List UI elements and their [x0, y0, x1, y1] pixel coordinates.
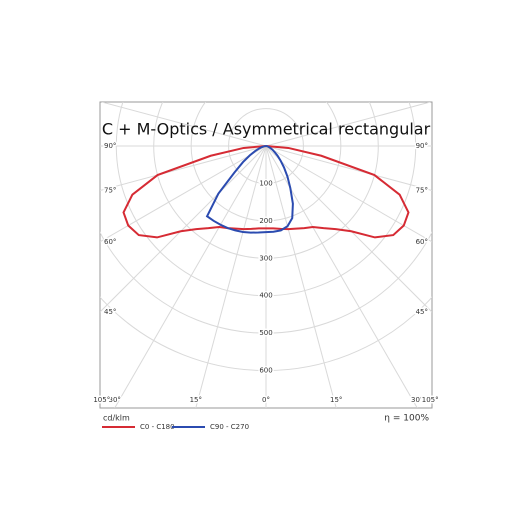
r-tick-label: 400: [259, 292, 272, 300]
angle-tick-label: 60°: [104, 238, 116, 246]
grid-line: [265, 102, 431, 147]
angle-tick-label: 105°: [93, 396, 110, 404]
efficiency-label: η = 100%: [384, 414, 429, 424]
grid-line: [195, 145, 267, 408]
grid-line: [114, 145, 267, 408]
angle-tick-label: 90°: [416, 142, 428, 150]
angle-tick-label: 75°: [416, 186, 428, 194]
r-tick-label: 300: [259, 254, 272, 262]
r-tick-label: 200: [259, 217, 272, 225]
angle-tick-label: 60°: [416, 238, 428, 246]
grid-line: [265, 145, 432, 313]
grid-line: [265, 145, 337, 408]
grid-line: [101, 102, 267, 147]
unit-label: cd/klm: [103, 414, 130, 423]
chart-title: C + M-Optics / Asymmetrical rectangular: [102, 120, 431, 139]
r-tick-label: 500: [259, 329, 272, 337]
angle-tick-label: 15°: [190, 396, 202, 404]
grid-line: [265, 145, 432, 191]
angle-tick-label: 105°: [422, 396, 439, 404]
grid-line: [100, 145, 267, 313]
angle-tick-label: 15°: [330, 396, 342, 404]
r-tick-label: 100: [259, 179, 272, 187]
angle-tick-label: 45°: [416, 308, 428, 316]
curves: [122, 145, 410, 239]
angle-tick-label: 90°: [104, 142, 116, 150]
r-tick-label: 600: [259, 367, 272, 375]
legend-label: C90 - C270: [210, 423, 249, 431]
labels: 100 200 300 400 500 600 0° 15° 15° 30° 30° 45° 45° 60…: [92, 141, 440, 406]
legend: C0 - C180 C90 - C270: [102, 423, 249, 431]
angle-tick-label: 75°: [104, 186, 116, 194]
angle-tick-label: 0°: [262, 396, 270, 404]
legend-label: C0 - C180: [140, 423, 175, 431]
intensity-curve: [205, 145, 294, 234]
angle-tick-label: 30°: [411, 396, 423, 404]
angle-tick-label: 30°: [109, 396, 121, 404]
grid-line: [100, 145, 267, 191]
angle-tick-label: 45°: [104, 308, 116, 316]
intensity-curve: [122, 145, 410, 239]
